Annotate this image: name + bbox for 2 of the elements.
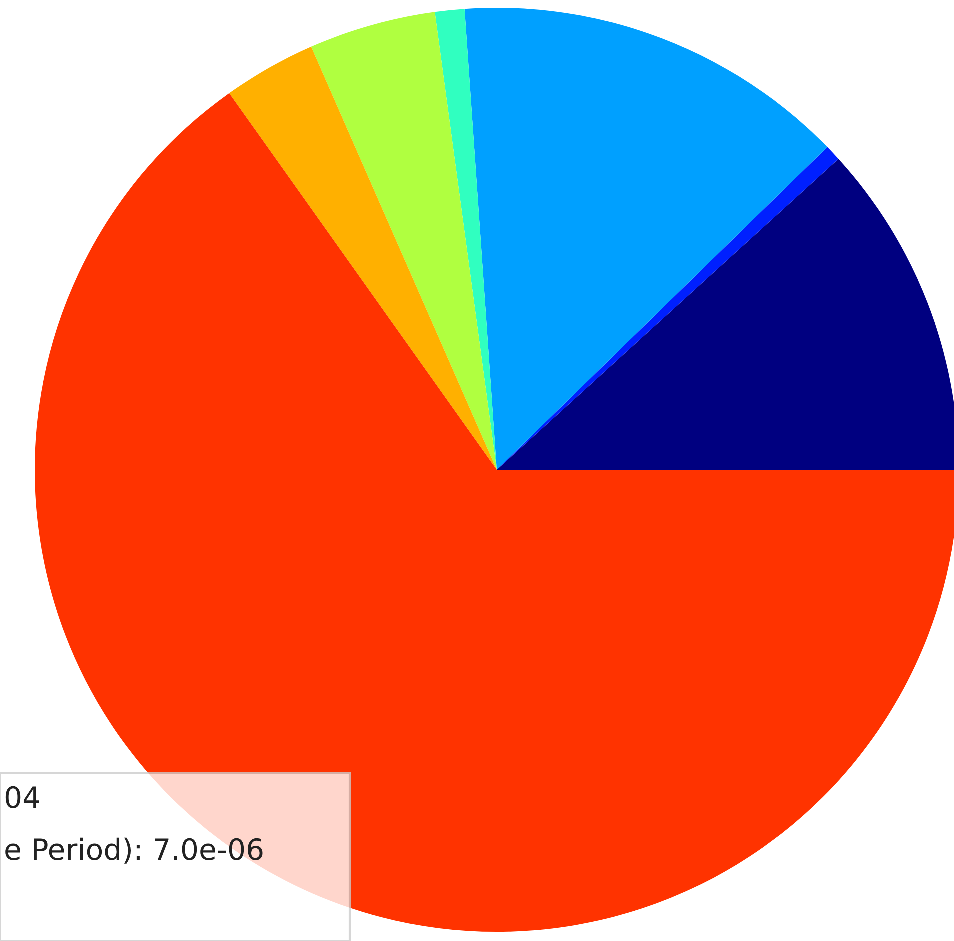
- text: e Period): 7.0e-06: [6, 838, 263, 864]
- text: 04: [6, 786, 40, 808]
